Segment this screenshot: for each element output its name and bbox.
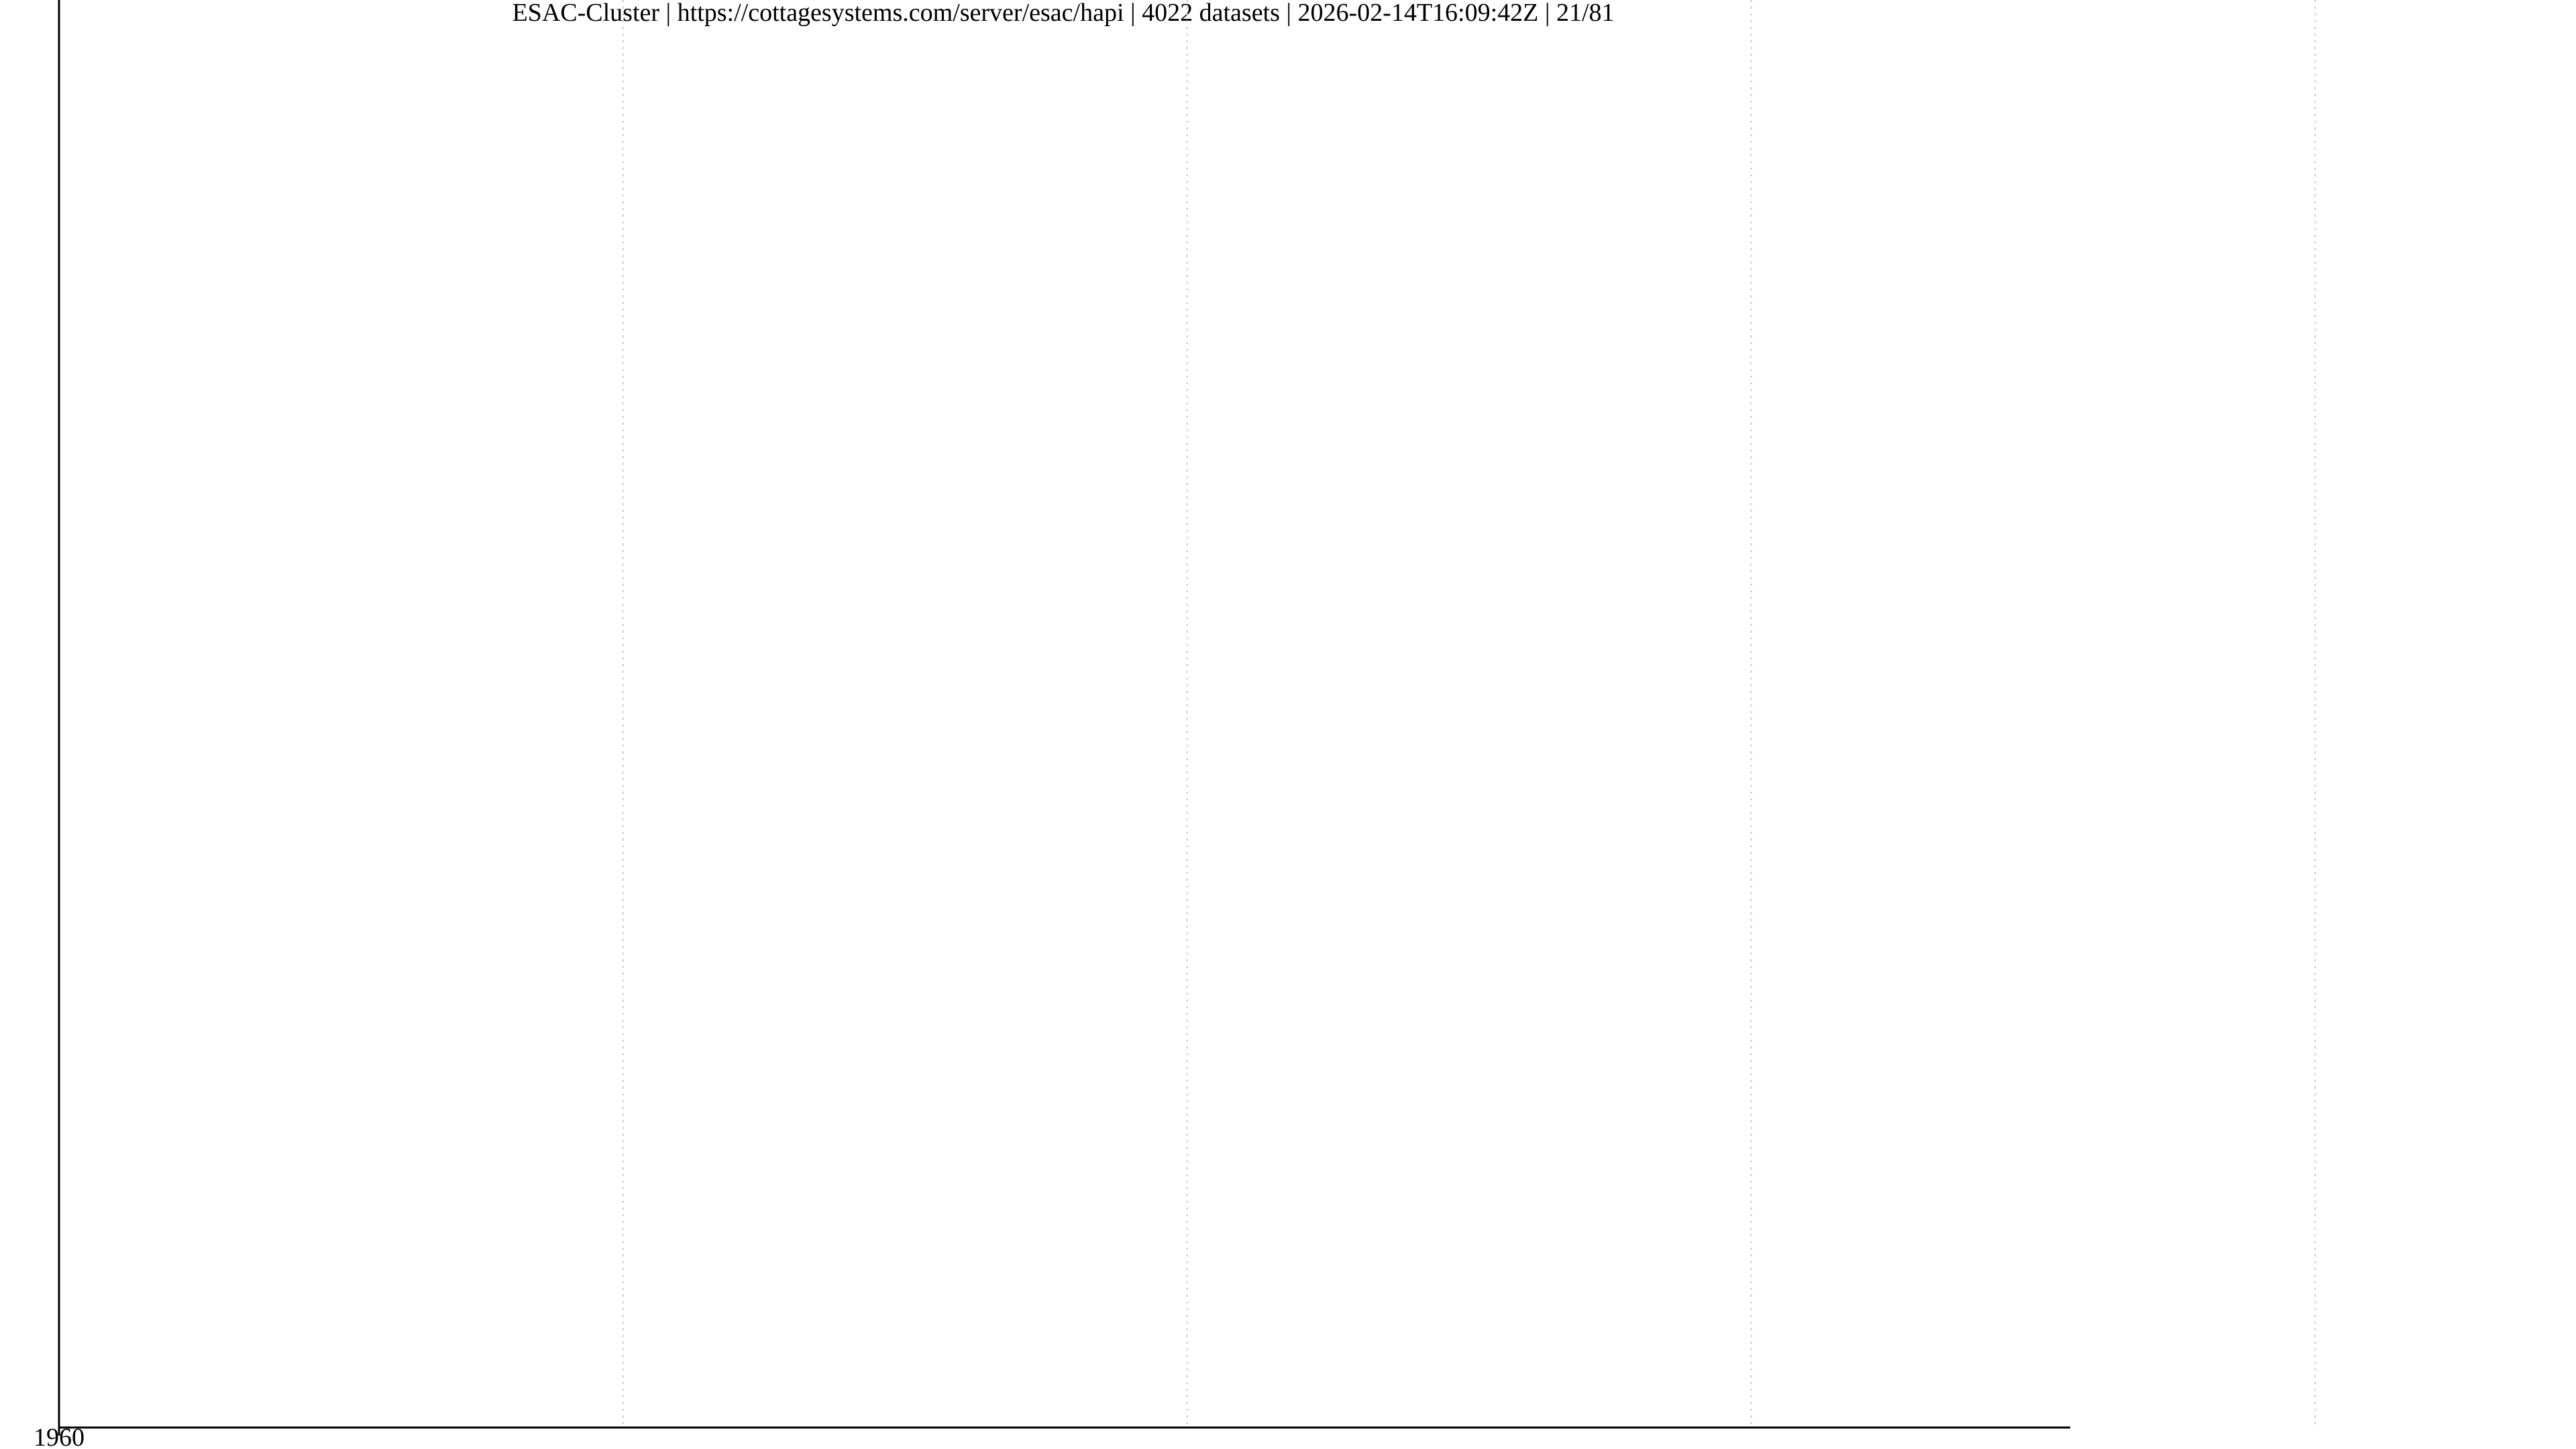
- chart-title: ESAC-Cluster | https://cottagesystems.co…: [512, 0, 1614, 27]
- x-tick-label: 1960: [34, 1424, 85, 1449]
- x-axis: 19601970198019902000201020202030: [34, 0, 2070, 1449]
